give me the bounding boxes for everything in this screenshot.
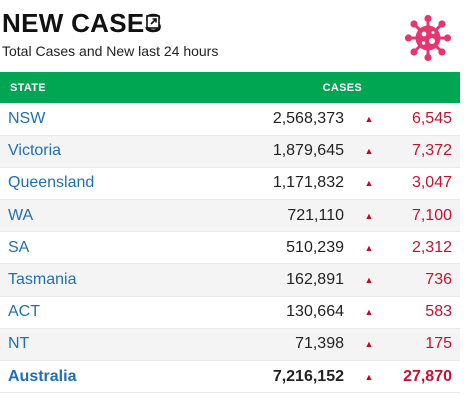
state-link[interactable]: WA xyxy=(8,206,34,224)
widget-header: NEW CASES Total Cases and New last 24 ho… xyxy=(0,0,470,70)
total-cases-cell: 71,398 xyxy=(295,335,344,353)
table-row: Victoria 1,879,645 ▲ 7,372 xyxy=(0,135,460,168)
triangle-up-icon: ▲ xyxy=(364,339,374,350)
triangle-up-icon: ▲ xyxy=(364,210,374,221)
table-row: WA 721,110 ▲ 7,100 xyxy=(0,199,460,232)
cases-table: STATE CASES NSW 2,568,373 ▲ 6,545 Victor… xyxy=(0,72,460,393)
column-header-state[interactable]: STATE xyxy=(10,81,46,94)
state-link[interactable]: Queensland xyxy=(8,174,95,192)
state-link[interactable]: SA xyxy=(8,238,30,256)
state-link[interactable]: ACT xyxy=(8,303,40,321)
new-cases-cell: 7,372 xyxy=(411,142,452,160)
table-row: NT 71,398 ▲ 175 xyxy=(0,328,460,361)
triangle-up-icon: ▲ xyxy=(364,242,374,253)
column-header-cases[interactable]: CASES xyxy=(322,81,362,94)
widget-title: NEW CASES xyxy=(2,8,163,38)
triangle-up-icon: ▲ xyxy=(364,113,374,124)
new-cases-cell: 7,100 xyxy=(411,206,452,224)
table-row: ACT 130,664 ▲ 583 xyxy=(0,296,460,329)
table-row: Queensland 1,171,832 ▲ 3,047 xyxy=(0,167,460,200)
state-link[interactable]: Tasmania xyxy=(8,271,77,289)
total-cases-cell: 7,216,152 xyxy=(272,367,344,385)
total-cases-cell: 130,664 xyxy=(286,303,344,321)
total-cases-cell: 510,239 xyxy=(286,238,344,256)
table-row: SA 510,239 ▲ 2,312 xyxy=(0,231,460,264)
virus-icon xyxy=(404,14,452,62)
new-cases-cell: 27,870 xyxy=(403,367,452,385)
state-link[interactable]: NSW xyxy=(8,109,46,127)
new-cases-cell: 736 xyxy=(425,271,452,289)
new-cases-cell: 175 xyxy=(425,335,452,353)
total-cases-cell: 2,568,373 xyxy=(272,109,344,127)
total-cases-cell: 1,879,645 xyxy=(272,142,344,160)
new-cases-cell: 2,312 xyxy=(411,238,452,256)
triangle-up-icon: ▲ xyxy=(364,371,374,382)
state-link[interactable]: Victoria xyxy=(8,142,62,160)
table-row: Tasmania 162,891 ▲ 736 xyxy=(0,263,460,297)
table-row: NSW 2,568,373 ▲ 6,545 xyxy=(0,103,460,136)
triangle-up-icon: ▲ xyxy=(364,146,374,157)
triangle-up-icon: ▲ xyxy=(364,307,374,318)
widget-subtitle: Total Cases and New last 24 hours xyxy=(2,43,219,59)
triangle-up-icon: ▲ xyxy=(364,275,374,286)
total-cases-cell: 162,891 xyxy=(286,271,344,289)
external-link-icon[interactable] xyxy=(146,15,160,29)
column-header-new xyxy=(386,72,460,103)
table-header-row: STATE CASES xyxy=(0,72,460,103)
total-row: Australia 7,216,152 ▲ 27,870 xyxy=(0,360,460,393)
state-link[interactable]: NT xyxy=(8,335,30,353)
new-cases-cell: 6,545 xyxy=(411,109,452,127)
total-cases-cell: 1,171,832 xyxy=(272,174,344,192)
state-link-australia[interactable]: Australia xyxy=(8,367,77,385)
total-cases-cell: 721,110 xyxy=(287,206,344,224)
triangle-up-icon: ▲ xyxy=(364,178,374,189)
new-cases-cell: 583 xyxy=(425,303,452,321)
new-cases-cell: 3,047 xyxy=(411,174,452,192)
